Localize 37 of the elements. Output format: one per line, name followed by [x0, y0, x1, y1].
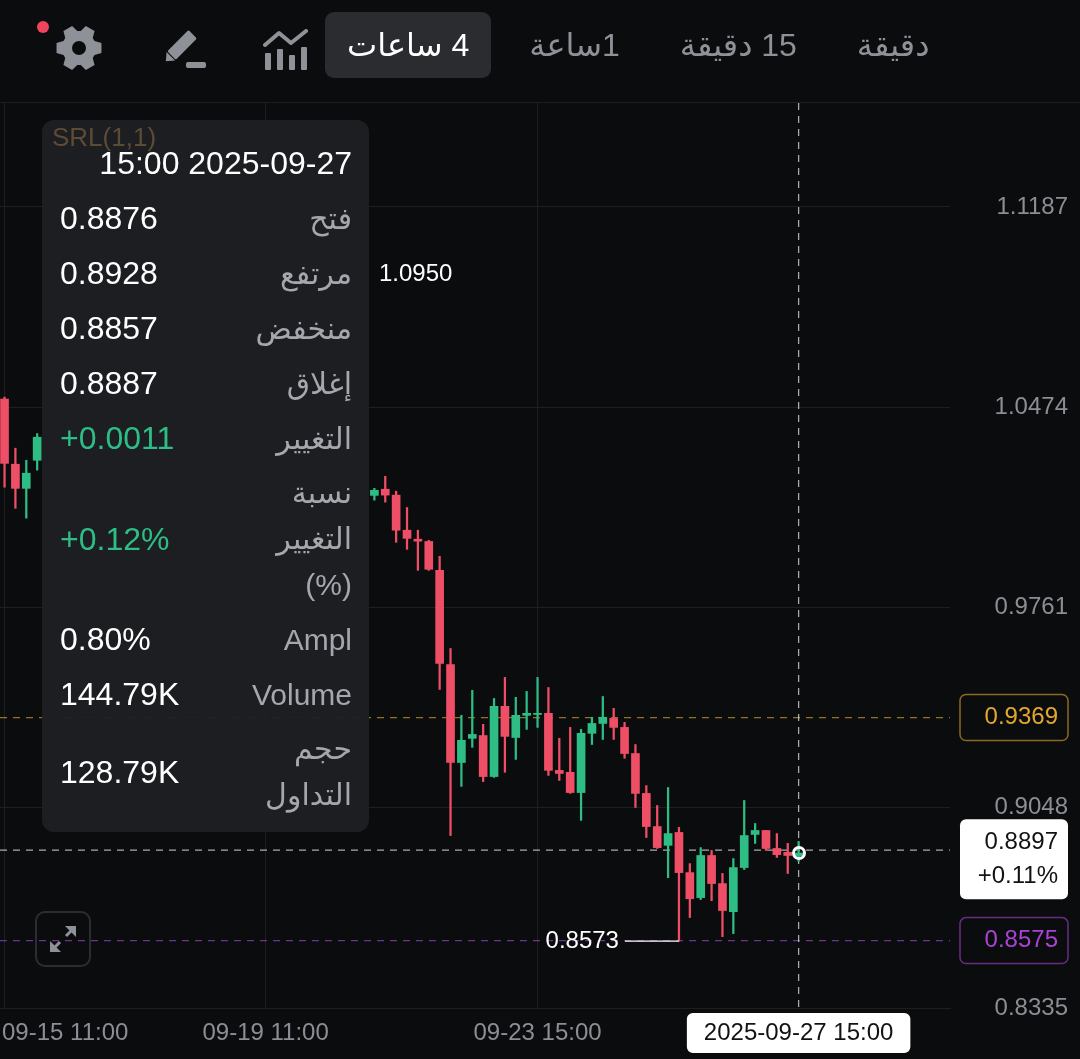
- text: +0.11%: [977, 860, 1058, 888]
- text: 0.8887: [60, 365, 158, 401]
- category-label: نسبة التغيير (%): [274, 475, 352, 603]
- category-label: Volume: [251, 676, 352, 713]
- category-label: 1ساعة: [528, 26, 621, 65]
- annotation: 0.8573: [545, 925, 619, 953]
- y-tick-label: 0.9048: [994, 792, 1068, 820]
- category-label: دقيقة: [855, 26, 931, 65]
- text: 144.79K: [60, 676, 180, 712]
- ref-line-label: 0.8897: [984, 826, 1058, 854]
- category-label: إغلاق: [286, 365, 352, 403]
- y-tick-label: 1.1187: [996, 191, 1068, 219]
- y-tick-label: 0.8335: [994, 992, 1068, 1020]
- text: 0.8857: [60, 310, 158, 346]
- text: 0.80%: [60, 621, 151, 657]
- text: +0.0011: [60, 420, 175, 456]
- y-tick-label: 1.0474: [994, 391, 1068, 419]
- x-tick-label: 09-23 15:00: [473, 1018, 602, 1046]
- category-label: التغيير: [276, 420, 352, 458]
- category-label: حجم التداول: [264, 731, 352, 815]
- category-label: Ampl: [283, 621, 352, 658]
- category-label: مرتفع: [279, 255, 352, 294]
- category-label: 15 دقيقة: [678, 26, 798, 65]
- ref-line-label: 2025-09-27 15:00: [703, 1017, 894, 1045]
- category-label: 4 ساعات: [325, 12, 492, 78]
- text: +0.12%: [60, 520, 170, 557]
- text: 0.8876: [60, 200, 158, 236]
- x-tick-label: 09-15 11:00: [2, 1018, 129, 1046]
- annotation: 1.0950: [379, 259, 453, 287]
- category-label: منخفض: [255, 310, 352, 348]
- ref-line-label: 0.9369: [984, 702, 1058, 730]
- y-tick-label: 0.9761: [994, 592, 1068, 620]
- ref-line-label: 0.8575: [984, 925, 1058, 953]
- text: 128.79K: [60, 753, 180, 790]
- x-tick-label: 09-19 11:00: [202, 1018, 329, 1046]
- text: 0.8928: [60, 255, 158, 291]
- category-label: فتح: [309, 200, 352, 239]
